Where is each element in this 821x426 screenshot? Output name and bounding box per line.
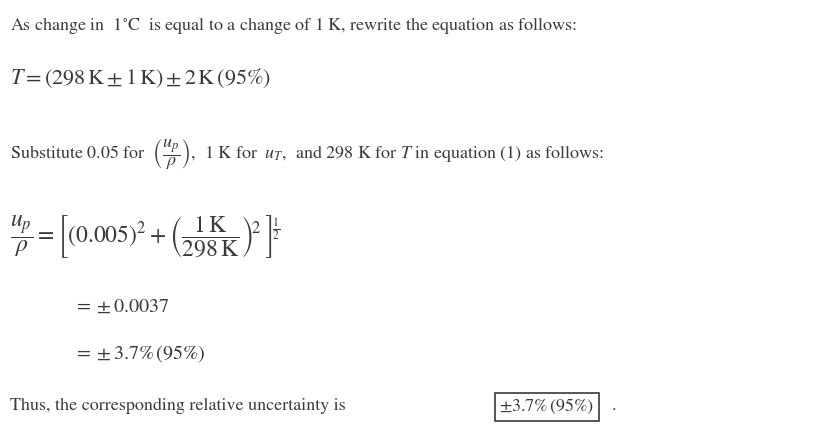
Text: $= \pm 3.7\%\,(95\%)$: $= \pm 3.7\%\,(95\%)$: [74, 343, 205, 364]
Text: .: .: [612, 398, 616, 414]
Text: $= \pm 0.0037$: $= \pm 0.0037$: [74, 298, 169, 316]
Text: As change in  $1^{\circ}$C  is equal to a change of 1 K, rewrite the equation as: As change in $1^{\circ}$C is equal to a …: [10, 15, 577, 36]
Text: $\dfrac{u_p}{\rho} = \left[\left(0.005\right)^{2} + \left(\dfrac{1\,\mathrm{K}}{: $\dfrac{u_p}{\rho} = \left[\left(0.005\r…: [10, 213, 281, 261]
Text: $T = (298\,\mathrm{K} \pm 1\,\mathrm{K}) \pm 2\,\mathrm{K}\,(95\%)$: $T = (298\,\mathrm{K} \pm 1\,\mathrm{K})…: [10, 66, 271, 90]
Text: Substitute 0.05 for  $\left(\dfrac{u_p}{\rho}\right)$,  1 K for  $u_T$,  and 298: Substitute 0.05 for $\left(\dfrac{u_p}{\…: [10, 136, 604, 172]
Text: $\pm 3.7\%\,(95\%)$: $\pm 3.7\%\,(95\%)$: [499, 397, 594, 416]
Text: Thus, the corresponding relative uncertainty is: Thus, the corresponding relative uncerta…: [10, 398, 346, 414]
